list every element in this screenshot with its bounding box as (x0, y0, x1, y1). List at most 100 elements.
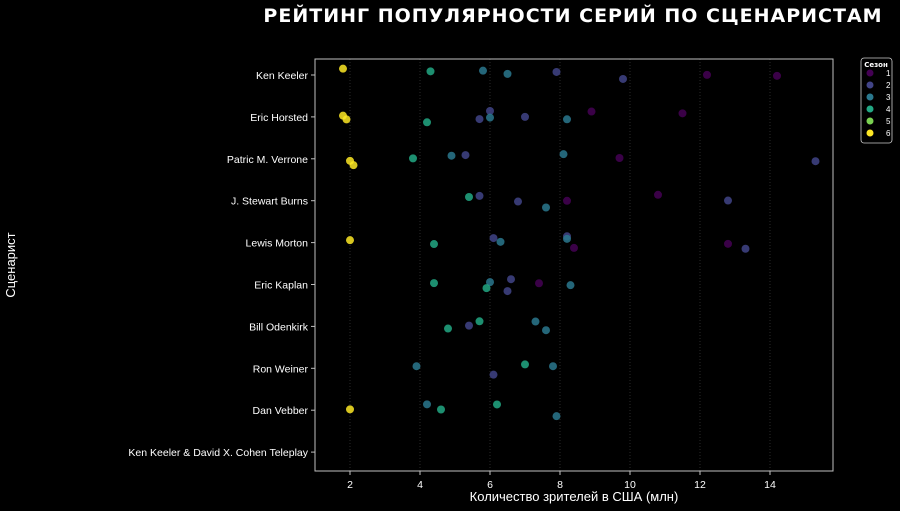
data-point (507, 275, 515, 284)
data-point (496, 237, 505, 246)
y-category-label: Dan Vebber (253, 405, 309, 417)
data-point (444, 324, 452, 333)
data-point (430, 240, 438, 249)
y-category-label: Ron Weiner (253, 363, 309, 375)
grid-lines (349, 59, 771, 471)
data-point (475, 317, 484, 326)
data-point (549, 362, 557, 371)
legend-label: 5 (886, 117, 891, 126)
data-point (475, 191, 484, 200)
data-point (447, 151, 456, 160)
data-point (486, 278, 494, 287)
data-point (342, 115, 351, 124)
data-point (678, 109, 687, 118)
plot-frame (314, 58, 834, 472)
data-point (531, 317, 540, 326)
legend-marker (866, 117, 874, 125)
legend-items: 1 2 3 4 5 6 (866, 69, 891, 138)
data-point (552, 67, 561, 76)
legend-marker (866, 129, 874, 137)
data-point (493, 400, 501, 409)
data-points (339, 64, 820, 421)
data-point (566, 281, 575, 290)
data-point (535, 279, 543, 288)
data-point (724, 239, 732, 248)
data-point (703, 70, 711, 79)
data-point (521, 360, 529, 369)
data-point (482, 284, 491, 293)
y-category-label: Bill Odenkirk (249, 321, 309, 333)
data-point (521, 112, 529, 121)
y-category-label: Patric M. Verrone (227, 154, 308, 166)
legend-title: Сезон (864, 61, 888, 69)
data-point (563, 234, 571, 243)
data-point (479, 66, 487, 75)
data-point (465, 193, 473, 202)
x-tick-label: 6 (487, 479, 493, 491)
x-tick-label: 12 (694, 479, 706, 491)
data-point (615, 154, 624, 163)
legend: Сезон 1 2 3 4 5 6 (860, 57, 893, 144)
x-tick-label: 10 (624, 479, 636, 491)
x-axis-title: Количество зрителей в США (млн) (470, 489, 679, 504)
data-point (349, 161, 358, 170)
data-point (339, 64, 347, 73)
data-point (475, 115, 484, 124)
data-point (741, 244, 750, 253)
legend-marker (866, 69, 874, 77)
legend-label: 3 (886, 93, 891, 102)
y-category-labels: Ken Keeler Eric Horsted Patric M. Verrone J… (128, 70, 315, 459)
data-point (412, 362, 421, 371)
data-point (811, 157, 820, 166)
data-point (503, 69, 512, 78)
y-axis-title: Сценарист (3, 232, 18, 297)
data-point (570, 243, 578, 252)
x-tick-label: 8 (557, 479, 563, 491)
x-tick-labels: 2 4 6 8 10 12 14 (347, 471, 776, 491)
data-point (552, 412, 561, 421)
x-tick-label: 2 (347, 479, 353, 491)
data-point (346, 236, 354, 245)
data-point (773, 71, 781, 80)
data-point (563, 196, 571, 205)
legend-label: 2 (886, 81, 891, 90)
x-tick-label: 14 (764, 479, 776, 491)
data-point (542, 203, 550, 212)
y-category-label: Eric Kaplan (254, 280, 308, 292)
data-point (486, 106, 494, 115)
y-category-label: Ken Keeler & David X. Cohen Teleplay (128, 447, 308, 459)
legend-marker (866, 81, 874, 89)
data-point (489, 370, 498, 379)
data-point (423, 400, 431, 409)
legend-marker (866, 105, 874, 113)
data-point (559, 150, 568, 159)
data-point (437, 405, 445, 414)
y-category-label: Ken Keeler (256, 70, 308, 82)
data-point (465, 321, 473, 330)
legend-label: 6 (886, 129, 891, 138)
legend-label: 1 (886, 69, 891, 78)
data-point (423, 118, 431, 127)
data-point (430, 279, 438, 288)
y-category-label: Lewis Morton (246, 238, 309, 250)
data-point (426, 67, 435, 76)
data-point (503, 287, 512, 296)
data-point (489, 234, 498, 243)
data-point (409, 154, 417, 163)
y-category-label: Eric Horsted (250, 112, 308, 124)
data-point (724, 196, 732, 205)
chart-title: РЕЙТИНГ ПОПУЛЯРНОСТИ СЕРИЙ ПО СЦЕНАРИСТА… (263, 4, 882, 27)
legend-label: 4 (886, 105, 891, 114)
data-point (654, 190, 662, 199)
data-point (619, 74, 627, 83)
legend-marker (866, 93, 874, 101)
data-point (514, 197, 522, 206)
y-category-label: J. Stewart Burns (231, 196, 308, 208)
x-tick-label: 4 (417, 479, 423, 491)
data-point (542, 326, 550, 335)
data-point (461, 151, 470, 160)
data-point (587, 107, 596, 116)
data-point (346, 405, 354, 414)
data-point (486, 113, 494, 122)
